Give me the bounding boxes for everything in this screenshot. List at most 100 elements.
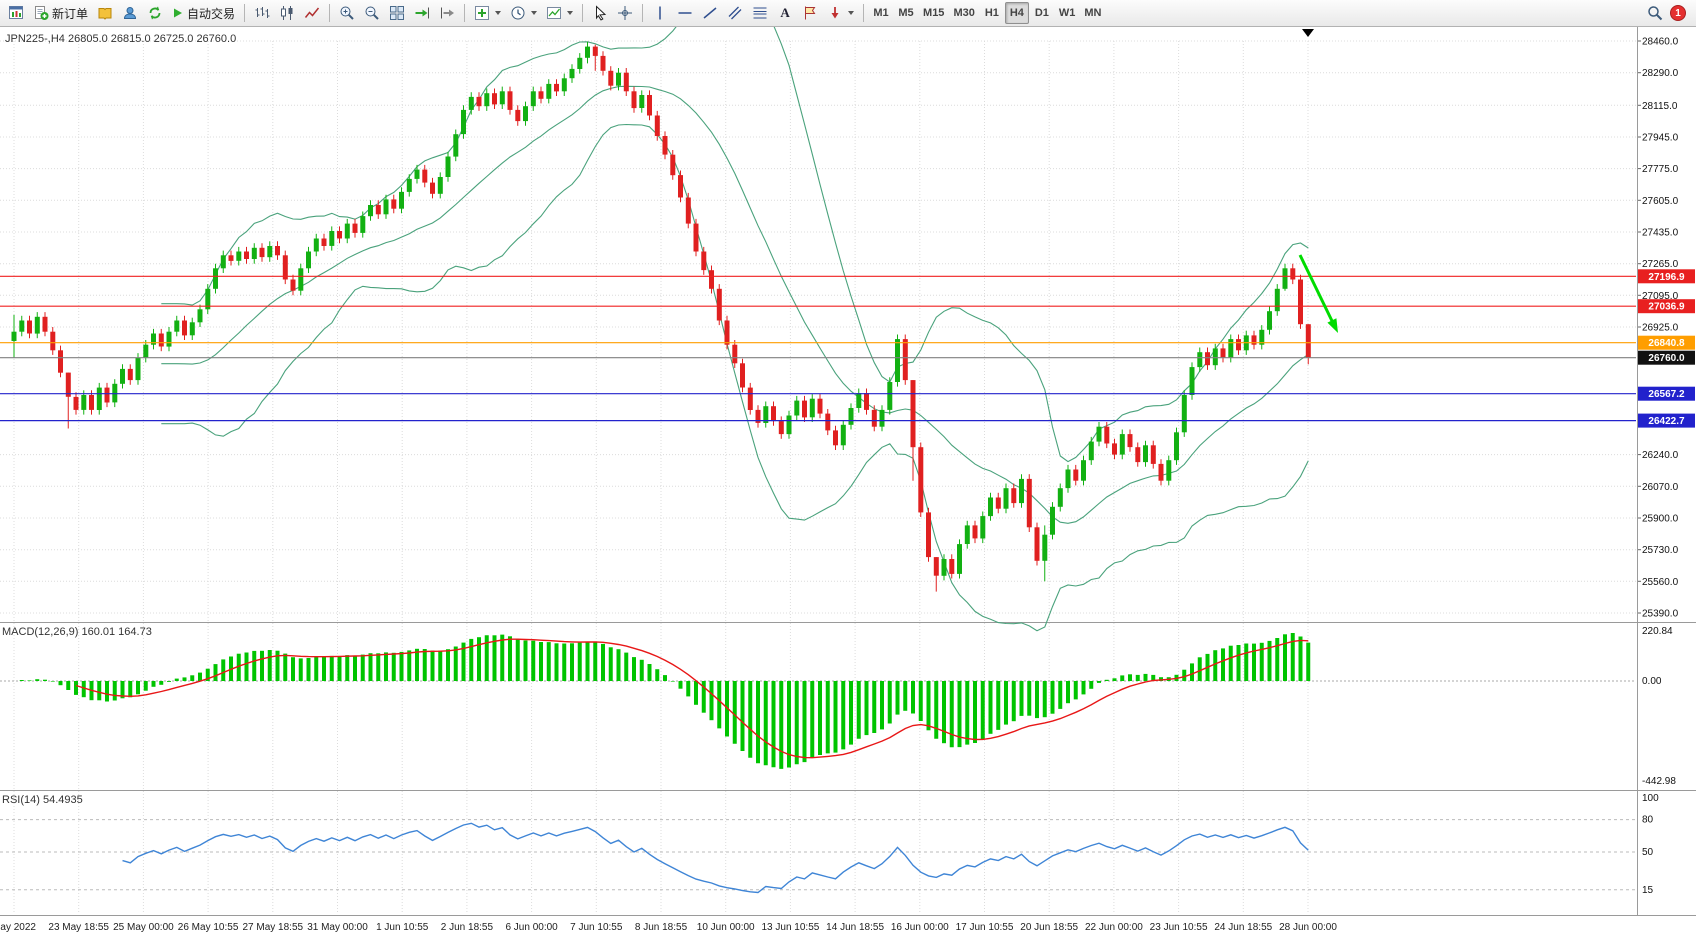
timeframe-label: MN <box>1084 7 1102 19</box>
new-order-button[interactable]: 新订单 <box>29 2 92 24</box>
symbols-button[interactable] <box>93 2 117 24</box>
candle-body <box>1104 426 1110 444</box>
chart-shift-button[interactable] <box>435 2 459 24</box>
arrows-tool-button[interactable] <box>823 2 858 24</box>
candle-body <box>430 182 435 194</box>
zoom-out-button[interactable] <box>360 2 384 24</box>
play-icon <box>174 8 183 18</box>
horizontal-line-icon <box>678 12 692 14</box>
rsi-axis-label: 50 <box>1642 847 1654 858</box>
timeframe-m15-button[interactable]: M15 <box>919 2 948 24</box>
candle-body <box>360 216 366 233</box>
indicators-button[interactable] <box>470 2 505 24</box>
arrow-tool-icon <box>831 7 839 19</box>
candle-body <box>73 396 79 410</box>
candle-body <box>453 134 459 157</box>
line-chart-button[interactable] <box>300 2 324 24</box>
bollinger-middle-band <box>161 85 1309 524</box>
candle-body <box>964 525 970 544</box>
text-tool-button[interactable]: A <box>773 2 797 24</box>
accounts-button[interactable] <box>118 2 142 24</box>
separator <box>329 4 331 22</box>
channel-tool-button[interactable] <box>723 2 747 24</box>
candle-body <box>701 251 707 271</box>
autotrading-button[interactable]: 自动交易 <box>168 2 239 24</box>
candle-body <box>988 497 993 517</box>
timeframe-m5-button[interactable]: M5 <box>894 2 918 24</box>
candle-body <box>1197 352 1203 368</box>
time-axis-label: 25 May 00:00 <box>113 922 174 933</box>
vertical-line-tool-button[interactable] <box>648 2 672 24</box>
candle-body <box>81 395 87 410</box>
timeframe-mn-button[interactable]: MN <box>1080 2 1105 24</box>
timeframe-m30-button[interactable]: M30 <box>949 2 978 24</box>
candle-body <box>422 169 428 183</box>
candle-body <box>484 93 490 107</box>
candle-body <box>1259 329 1265 345</box>
templates-button[interactable] <box>542 2 577 24</box>
price-badge <box>1638 413 1695 428</box>
price-axis-label: 27945.0 <box>1642 133 1679 144</box>
tile-windows-button[interactable] <box>385 2 409 24</box>
price-axis-label: 26925.0 <box>1642 323 1679 334</box>
trend-arrow-line[interactable] <box>1298 254 1335 324</box>
candle-body <box>244 251 249 259</box>
periods-button[interactable] <box>506 2 541 24</box>
time-axis-label: 24 Jun 18:55 <box>1214 922 1272 933</box>
text-label-tool-button[interactable] <box>798 2 822 24</box>
refresh-button[interactable] <box>143 2 167 24</box>
candle-body <box>1081 460 1086 481</box>
refresh-icon <box>149 6 161 20</box>
rsi-line <box>122 822 1309 894</box>
candle-body <box>236 251 242 261</box>
candle-body <box>778 421 784 435</box>
candle-body <box>1057 488 1063 507</box>
candle-body <box>11 331 17 341</box>
candle-body <box>461 109 466 135</box>
timeframe-label: W1 <box>1058 7 1076 19</box>
timeframe-w1-button[interactable]: W1 <box>1055 2 1080 24</box>
candle-body <box>910 380 916 448</box>
timeframe-h1-button[interactable]: H1 <box>980 2 1004 24</box>
candle-body <box>623 72 629 92</box>
price-axis-label: 25900.0 <box>1642 514 1679 525</box>
crosshair-button[interactable] <box>613 2 637 24</box>
zoom-in-button[interactable] <box>335 2 359 24</box>
candle-body <box>96 387 102 410</box>
candle-body <box>1220 348 1226 358</box>
candle-body <box>631 91 637 109</box>
candle-body <box>205 288 211 310</box>
candle-body <box>608 70 614 86</box>
crosshair-icon <box>618 6 633 20</box>
scroll-end-marker[interactable] <box>1302 29 1314 37</box>
time-axis-label: 23 Jun 10:55 <box>1150 922 1208 933</box>
timeframe-label: M30 <box>953 7 975 19</box>
trendline-tool-button[interactable] <box>698 2 722 24</box>
trendline-icon <box>703 7 717 19</box>
candle-body <box>825 413 831 431</box>
chart-window-button[interactable] <box>4 2 28 24</box>
timeframe-h4-button[interactable]: H4 <box>1004 2 1029 24</box>
bars-chart-button[interactable] <box>250 2 274 24</box>
candlestick-chart-button[interactable] <box>275 2 299 24</box>
candle-body <box>1189 367 1195 395</box>
candle-body <box>251 247 257 259</box>
candle-body <box>709 270 714 289</box>
timeframe-m1-button[interactable]: M1 <box>869 2 893 24</box>
templates-icon <box>547 7 562 19</box>
cursor-button[interactable] <box>588 2 612 24</box>
fibonacci-icon <box>753 7 767 19</box>
macd-axis-label: 0.00 <box>1642 676 1662 687</box>
autoscroll-button[interactable] <box>410 2 434 24</box>
candle-body <box>1042 534 1048 561</box>
notification-badge[interactable]: 1 <box>1670 5 1686 21</box>
fibonacci-tool-button[interactable] <box>748 2 772 24</box>
candle-body <box>802 400 807 418</box>
search-button[interactable] <box>1643 2 1667 24</box>
timeframe-d1-button[interactable]: D1 <box>1030 2 1054 24</box>
horizontal-line-tool-button[interactable] <box>673 2 697 24</box>
candle-body <box>189 322 195 336</box>
trend-arrow-head[interactable] <box>1327 318 1338 333</box>
